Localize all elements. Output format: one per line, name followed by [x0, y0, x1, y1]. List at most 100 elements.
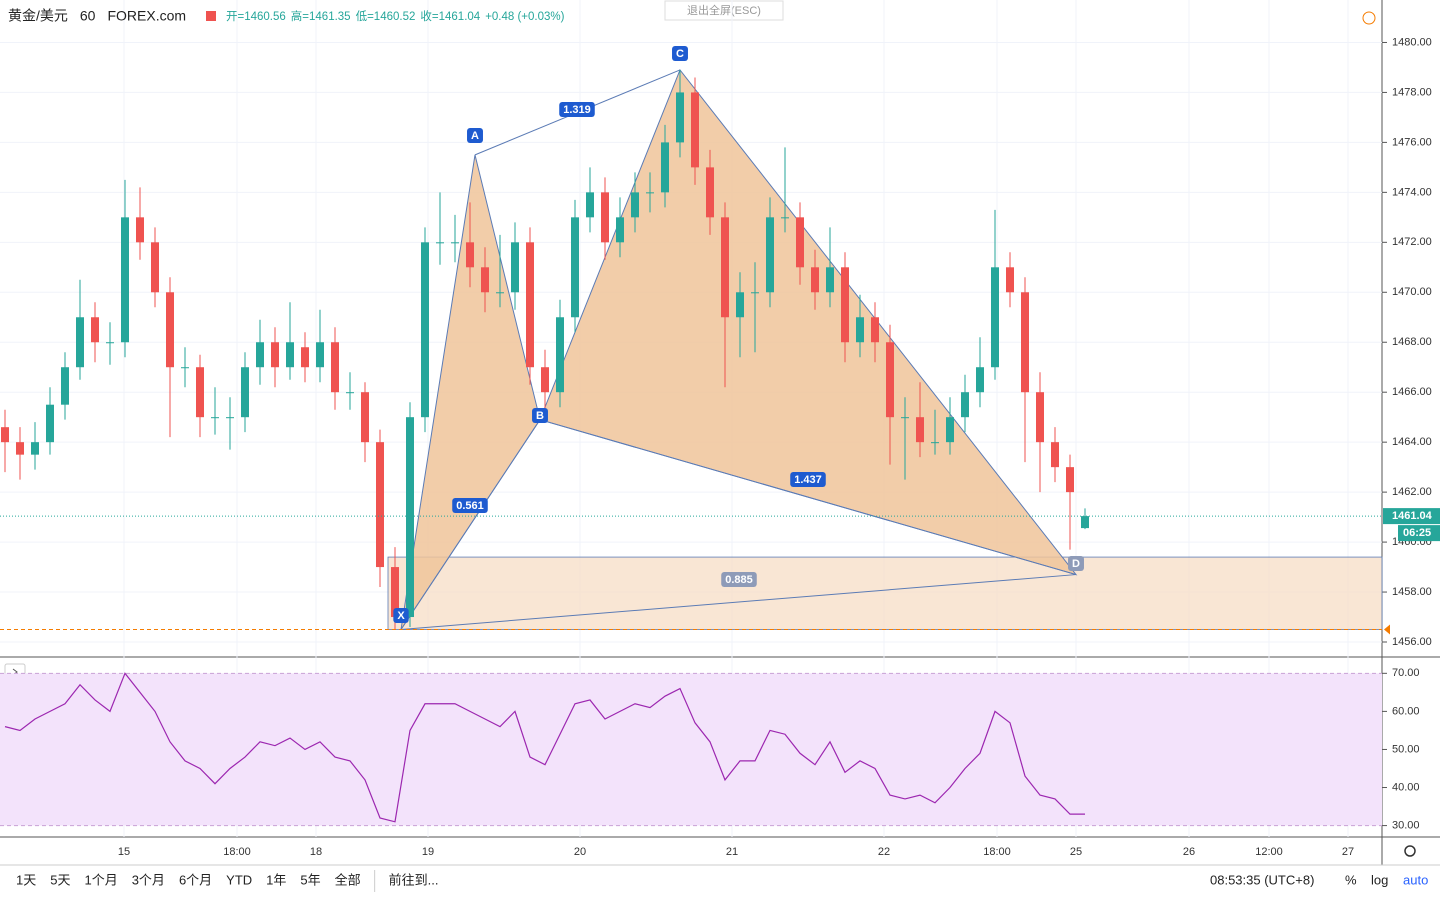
- candle-body: [631, 192, 639, 218]
- rsi-line: [4, 672, 1085, 823]
- fullscreen-hint[interactable]: 退出全屏(ESC): [687, 3, 761, 17]
- pattern-point-label: A: [471, 130, 479, 142]
- goto-button[interactable]: 前往到...: [389, 872, 439, 887]
- pattern-ratio-label-box: [790, 472, 826, 487]
- candle-body: [676, 92, 684, 143]
- x-tick-label: 18:00: [223, 846, 251, 858]
- candle-body: [391, 567, 399, 618]
- range-button[interactable]: 全部: [335, 872, 361, 887]
- x-tick-label: 25: [1070, 846, 1082, 858]
- pattern-leg: [400, 574, 1077, 631]
- ohlc-value: 开=1460.56: [226, 11, 286, 23]
- range-button[interactable]: 1年: [266, 872, 286, 887]
- candle-body: [901, 417, 909, 419]
- pattern-ratio-label-box: [559, 102, 595, 117]
- x-tick-label: 19: [422, 846, 434, 858]
- pattern-point-label: D: [1072, 558, 1080, 570]
- pattern-point-label: C: [676, 48, 684, 60]
- zone-low-marker: [1384, 624, 1390, 635]
- candle-body: [181, 367, 189, 369]
- candle-body: [511, 242, 519, 293]
- x-tick-label: 12:00: [1255, 846, 1283, 858]
- last-price-label: 1461.04: [1392, 510, 1433, 522]
- candle-body: [691, 92, 699, 168]
- range-button[interactable]: 1个月: [84, 872, 117, 887]
- candle-body: [886, 342, 894, 418]
- range-button[interactable]: 3个月: [132, 872, 165, 887]
- y-tick-label: 1456.00: [1392, 636, 1432, 648]
- candle-body: [76, 317, 84, 368]
- pattern-ratio-label-box: [721, 572, 757, 587]
- header-marker: [206, 11, 216, 21]
- candle-body: [301, 347, 309, 368]
- candle-body: [1051, 442, 1059, 468]
- range-button[interactable]: 5天: [50, 872, 70, 887]
- candle-body: [481, 267, 489, 293]
- x-tick-label: 27: [1342, 846, 1354, 858]
- candle-body: [961, 392, 969, 418]
- candle-body: [466, 242, 474, 268]
- candle-body: [1006, 267, 1014, 293]
- candle-body: [1036, 392, 1044, 443]
- range-button[interactable]: YTD: [226, 872, 252, 887]
- candle-body: [46, 404, 54, 443]
- y-tick-label: 1458.00: [1392, 586, 1432, 598]
- candle-body: [826, 267, 834, 293]
- candle-body: [16, 442, 24, 455]
- rsi-y-tick-label: 40.00: [1392, 781, 1420, 793]
- candle-body: [1081, 516, 1089, 529]
- y-tick-label: 1480.00: [1392, 36, 1432, 48]
- ohlc-value: 高=1461.35: [291, 9, 351, 23]
- pattern-point-label-box: [672, 46, 688, 61]
- rsi-y-tick-label: 60.00: [1392, 705, 1420, 717]
- scale-option[interactable]: log: [1371, 872, 1388, 887]
- x-tick-label: 26: [1183, 846, 1195, 858]
- pattern-ratio-label: 0.885: [725, 574, 753, 586]
- alert-icon[interactable]: [1362, 11, 1376, 25]
- fullscreen-box[interactable]: [664, 0, 784, 21]
- candle-body: [151, 242, 159, 293]
- pattern-point-label-box: [393, 608, 409, 623]
- candle-body: [781, 217, 789, 219]
- scale-option[interactable]: auto: [1403, 872, 1428, 887]
- candle-body: [616, 217, 624, 243]
- candle-body: [451, 242, 459, 244]
- candle-body: [976, 367, 984, 393]
- rsi-y-tick-label: 50.00: [1392, 743, 1420, 755]
- pattern-point-label-box: [1068, 556, 1084, 571]
- pattern-point-label: B: [536, 410, 544, 422]
- clock: 08:53:35 (UTC+8): [1210, 872, 1314, 887]
- candle-body: [406, 417, 414, 618]
- y-tick-label: 1470.00: [1392, 286, 1432, 298]
- range-button[interactable]: 1天: [16, 872, 36, 887]
- candle-body: [721, 217, 729, 318]
- y-tick-label: 1468.00: [1392, 336, 1432, 348]
- pattern-ratio-label: 1.319: [563, 104, 591, 116]
- rsi-band: [0, 673, 1382, 826]
- scale-option[interactable]: %: [1345, 872, 1357, 887]
- ohlc-value: 收=1461.04: [420, 9, 480, 23]
- candle-body: [1066, 467, 1074, 493]
- candle-body: [166, 292, 174, 368]
- candle-body: [241, 367, 249, 418]
- range-button[interactable]: 6个月: [179, 872, 212, 887]
- candle-body: [421, 242, 429, 418]
- candle-body: [136, 217, 144, 243]
- settings-icon[interactable]: [1404, 845, 1416, 857]
- candle-body: [256, 342, 264, 368]
- x-tick-label: 15: [118, 846, 130, 858]
- y-tick-label: 1478.00: [1392, 86, 1432, 98]
- range-button[interactable]: 5年: [300, 872, 320, 887]
- candle-body: [106, 342, 114, 344]
- rsi-y-tick-label: 70.00: [1392, 667, 1420, 679]
- candle-body: [361, 392, 369, 443]
- candle-body: [796, 217, 804, 268]
- pattern-ratio-label: 1.437: [794, 474, 822, 486]
- candle-body: [91, 317, 99, 343]
- candle-body: [751, 292, 759, 294]
- x-tick-label: 18: [310, 846, 322, 858]
- pattern-point-label: X: [397, 610, 405, 622]
- y-tick-label: 1462.00: [1392, 486, 1432, 498]
